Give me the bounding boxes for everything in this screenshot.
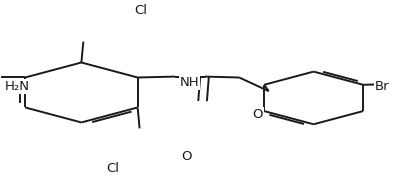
Text: H₂N: H₂N bbox=[5, 80, 30, 93]
Text: NH: NH bbox=[180, 76, 199, 89]
Text: Cl: Cl bbox=[134, 4, 147, 17]
Text: O: O bbox=[181, 150, 192, 163]
Text: O: O bbox=[252, 108, 263, 121]
Text: Br: Br bbox=[374, 80, 389, 93]
Text: Cl: Cl bbox=[106, 162, 119, 175]
